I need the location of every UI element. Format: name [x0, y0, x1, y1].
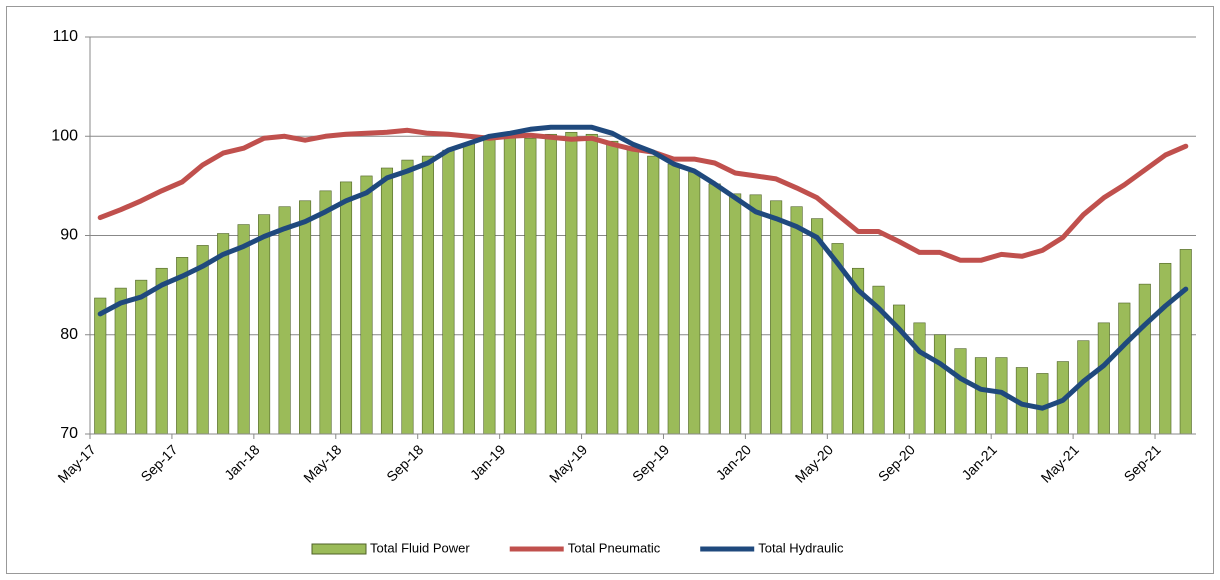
bar: [1138, 283, 1151, 435]
bar: [176, 257, 189, 435]
bar: [319, 190, 332, 435]
bar: [1179, 249, 1192, 435]
bar: [421, 155, 434, 435]
bar: [1036, 373, 1049, 435]
bar: [217, 233, 230, 435]
bar: [135, 279, 148, 435]
bar: [483, 137, 496, 435]
bar: [749, 194, 762, 435]
legend-label: Total Hydraulic: [758, 540, 844, 555]
bar: [401, 159, 414, 435]
bar: [954, 348, 967, 435]
legend-label: Total Fluid Power: [370, 540, 470, 555]
bar: [770, 200, 783, 435]
bar: [442, 149, 455, 435]
bar: [462, 143, 475, 435]
bar: [360, 175, 373, 435]
bar: [237, 224, 250, 435]
y-tick-label: 70: [60, 425, 78, 442]
bar: [913, 322, 926, 435]
bar: [565, 131, 578, 435]
bar: [811, 218, 824, 435]
legend-swatch: [311, 543, 367, 555]
bar: [729, 193, 742, 435]
bar: [626, 146, 639, 435]
bar: [933, 334, 947, 435]
bar: [544, 133, 557, 435]
bar: [94, 297, 107, 435]
bar: [1159, 262, 1172, 435]
bar: [667, 163, 680, 435]
bar: [1097, 322, 1110, 435]
bar: [585, 133, 598, 435]
y-tick-label: 110: [52, 28, 78, 45]
bar: [196, 245, 209, 435]
bar: [380, 167, 394, 435]
bar: [503, 135, 516, 435]
bar: [606, 140, 619, 435]
line: [97, 124, 1189, 411]
y-tick-label: 80: [60, 326, 78, 343]
bar: [114, 287, 127, 435]
bar: [299, 200, 312, 435]
bar: [1118, 302, 1131, 435]
bar: [258, 214, 271, 435]
bar: [339, 181, 353, 435]
bar: [647, 155, 660, 435]
bar: [708, 183, 721, 435]
legend-label: Total Pneumatic: [568, 540, 661, 555]
y-tick-label: 100: [51, 127, 78, 144]
bar: [688, 171, 701, 435]
bar: [278, 206, 291, 435]
bar: [974, 357, 987, 435]
bar: [155, 267, 168, 435]
y-tick-label: 90: [60, 227, 78, 244]
bar: [524, 137, 537, 435]
bar: [790, 206, 803, 435]
